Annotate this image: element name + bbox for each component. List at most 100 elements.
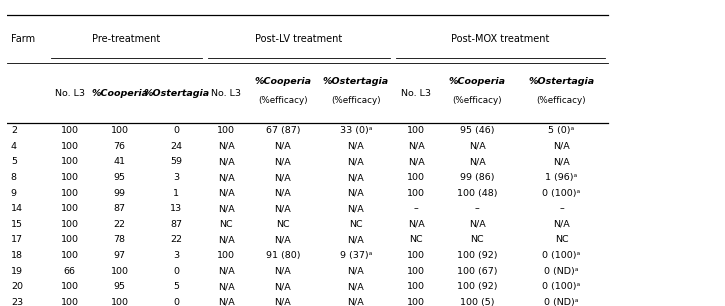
Text: No. L3: No. L3 [211, 88, 241, 98]
Text: 100: 100 [61, 204, 79, 213]
Text: 95: 95 [114, 173, 125, 182]
Text: 95: 95 [114, 282, 125, 291]
Text: 22: 22 [114, 220, 125, 229]
Text: 100 (48): 100 (48) [457, 189, 497, 198]
Text: –: – [414, 204, 418, 213]
Text: N/A: N/A [275, 158, 291, 166]
Text: N/A: N/A [275, 235, 291, 244]
Text: 13: 13 [170, 204, 183, 213]
Text: 100 (92): 100 (92) [457, 282, 497, 291]
Text: 9: 9 [11, 189, 17, 198]
Text: 100: 100 [110, 267, 128, 276]
Text: NC: NC [349, 220, 362, 229]
Text: 100: 100 [407, 126, 425, 135]
Text: 0 (100)ᵃ: 0 (100)ᵃ [542, 251, 581, 260]
Text: 23: 23 [11, 298, 23, 306]
Text: N/A: N/A [407, 142, 425, 151]
Text: 100 (5): 100 (5) [460, 298, 494, 306]
Text: 3: 3 [173, 251, 179, 260]
Text: N/A: N/A [218, 267, 234, 276]
Text: N/A: N/A [553, 142, 570, 151]
Text: 22: 22 [170, 235, 183, 244]
Text: 100: 100 [61, 282, 79, 291]
Text: 5 (0)ᵃ: 5 (0)ᵃ [548, 126, 575, 135]
Text: N/A: N/A [347, 189, 364, 198]
Text: N/A: N/A [347, 235, 364, 244]
Text: Farm: Farm [11, 34, 35, 44]
Text: 100: 100 [407, 173, 425, 182]
Text: 100: 100 [217, 251, 235, 260]
Text: N/A: N/A [218, 158, 234, 166]
Text: 100 (67): 100 (67) [457, 267, 497, 276]
Text: N/A: N/A [347, 204, 364, 213]
Text: 15: 15 [11, 220, 22, 229]
Text: 1 (96)ᵃ: 1 (96)ᵃ [545, 173, 578, 182]
Text: N/A: N/A [218, 189, 234, 198]
Text: –: – [559, 204, 564, 213]
Text: %Ostertagia: %Ostertagia [144, 88, 210, 98]
Text: 100: 100 [61, 142, 79, 151]
Text: N/A: N/A [347, 267, 364, 276]
Text: 100: 100 [110, 126, 128, 135]
Text: 0 (ND)ᵃ: 0 (ND)ᵃ [544, 298, 579, 306]
Text: (%efficacy): (%efficacy) [258, 96, 307, 105]
Text: N/A: N/A [218, 173, 234, 182]
Text: 14: 14 [11, 204, 22, 213]
Text: 9 (37)ᵃ: 9 (37)ᵃ [339, 251, 372, 260]
Text: 67 (87): 67 (87) [265, 126, 300, 135]
Text: 0 (ND)ᵃ: 0 (ND)ᵃ [544, 267, 579, 276]
Text: 97: 97 [114, 251, 125, 260]
Text: 95 (46): 95 (46) [460, 126, 494, 135]
Text: 19: 19 [11, 267, 22, 276]
Text: 0: 0 [173, 126, 179, 135]
Text: 8: 8 [11, 173, 17, 182]
Text: NC: NC [410, 235, 423, 244]
Text: 100: 100 [110, 298, 128, 306]
Text: N/A: N/A [407, 158, 425, 166]
Text: N/A: N/A [275, 142, 291, 151]
Text: N/A: N/A [218, 142, 234, 151]
Text: 100: 100 [61, 251, 79, 260]
Text: 100: 100 [61, 126, 79, 135]
Text: NC: NC [219, 220, 233, 229]
Text: 100: 100 [407, 189, 425, 198]
Text: 0: 0 [173, 267, 179, 276]
Text: N/A: N/A [218, 235, 234, 244]
Text: %Cooperia: %Cooperia [91, 88, 148, 98]
Text: 100 (92): 100 (92) [457, 251, 497, 260]
Text: 100: 100 [61, 189, 79, 198]
Text: (%efficacy): (%efficacy) [536, 96, 587, 105]
Text: 99 (86): 99 (86) [460, 173, 494, 182]
Text: N/A: N/A [275, 173, 291, 182]
Text: 5: 5 [173, 282, 179, 291]
Text: 100: 100 [61, 298, 79, 306]
Text: 100: 100 [61, 220, 79, 229]
Text: 0 (100)ᵃ: 0 (100)ᵃ [542, 282, 581, 291]
Text: 1: 1 [173, 189, 179, 198]
Text: %Ostertagia: %Ostertagia [323, 76, 389, 86]
Text: 3: 3 [173, 173, 179, 182]
Text: 99: 99 [114, 189, 125, 198]
Text: %Ostertagia: %Ostertagia [529, 76, 594, 86]
Text: N/A: N/A [553, 220, 570, 229]
Text: 33 (0)ᵃ: 33 (0)ᵃ [339, 126, 372, 135]
Text: NC: NC [276, 220, 290, 229]
Text: %Cooperia: %Cooperia [449, 76, 506, 86]
Text: 78: 78 [114, 235, 125, 244]
Text: 2: 2 [11, 126, 17, 135]
Text: N/A: N/A [469, 142, 486, 151]
Text: No. L3: No. L3 [401, 88, 431, 98]
Text: 100: 100 [61, 173, 79, 182]
Text: 87: 87 [170, 220, 183, 229]
Text: (%efficacy): (%efficacy) [452, 96, 502, 105]
Text: 0: 0 [173, 298, 179, 306]
Text: 24: 24 [170, 142, 183, 151]
Text: N/A: N/A [218, 282, 234, 291]
Text: 20: 20 [11, 282, 22, 291]
Text: NC: NC [471, 235, 484, 244]
Text: N/A: N/A [275, 204, 291, 213]
Text: N/A: N/A [275, 298, 291, 306]
Text: N/A: N/A [347, 173, 364, 182]
Text: 59: 59 [170, 158, 183, 166]
Text: –: – [475, 204, 480, 213]
